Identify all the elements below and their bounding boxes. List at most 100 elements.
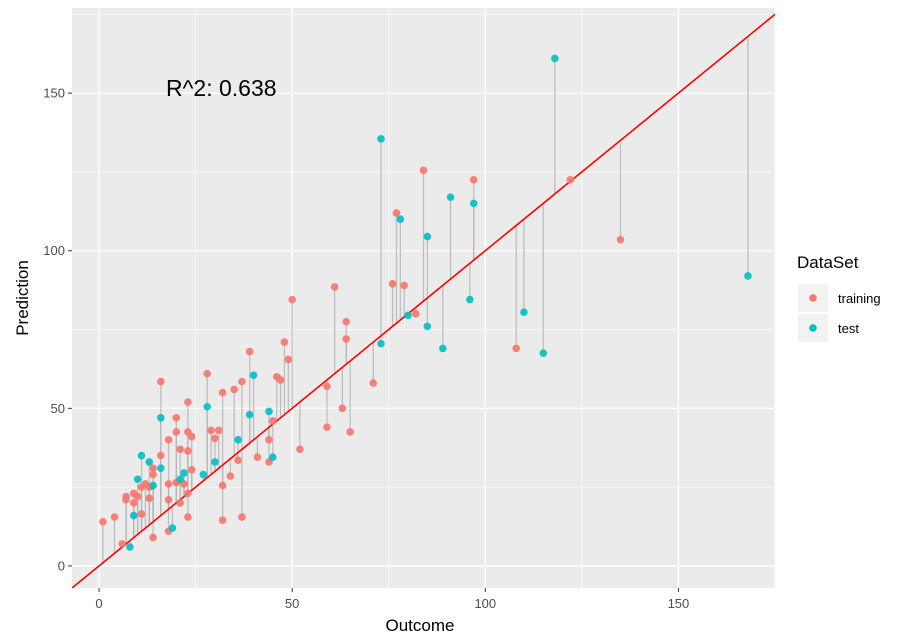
training-point	[211, 434, 219, 443]
test-point	[520, 308, 528, 316]
training-point	[184, 489, 192, 498]
training-point	[207, 426, 215, 435]
test-point	[466, 295, 474, 304]
test-point	[423, 232, 432, 241]
training-point	[323, 382, 331, 391]
legend-swatch-test	[809, 324, 817, 332]
y-axis: 0 50 100 150	[43, 86, 72, 573]
training-point	[184, 398, 192, 406]
training-point	[288, 295, 296, 304]
y-tick-label: 50	[51, 401, 65, 416]
training-point	[338, 404, 347, 413]
training-point	[110, 513, 119, 521]
training-point	[184, 447, 192, 455]
legend-label-training: training	[838, 291, 881, 306]
training-point	[276, 376, 285, 384]
training-point	[566, 175, 575, 184]
training-point	[176, 499, 184, 507]
test-point	[130, 511, 138, 520]
training-point	[284, 355, 293, 364]
training-point	[203, 369, 211, 378]
plot-panel	[72, 8, 776, 588]
training-point	[234, 456, 242, 465]
test-point	[203, 402, 211, 411]
training-point	[176, 445, 184, 454]
training-point	[187, 432, 196, 441]
training-point	[164, 495, 173, 504]
training-point	[238, 377, 246, 386]
training-point	[149, 464, 157, 473]
y-axis-title: Prediction	[13, 260, 32, 336]
test-point	[234, 436, 242, 444]
test-point	[265, 407, 273, 416]
y-tick-label: 0	[58, 558, 65, 573]
test-point	[199, 470, 208, 479]
training-point	[296, 445, 304, 454]
y-tick-label: 100	[43, 243, 65, 258]
training-point	[512, 344, 521, 353]
training-point	[164, 436, 173, 444]
training-point	[269, 417, 277, 425]
training-point	[245, 347, 254, 356]
y-tick-label: 150	[43, 86, 65, 101]
training-point	[226, 472, 235, 480]
training-point	[323, 423, 331, 432]
training-point	[218, 481, 227, 490]
training-point	[280, 338, 289, 346]
test-point	[157, 464, 165, 473]
training-point	[172, 428, 181, 436]
test-point	[245, 410, 254, 419]
training-point	[99, 518, 107, 526]
training-point	[238, 513, 246, 521]
test-point	[145, 458, 154, 466]
x-tick-label: 0	[95, 596, 102, 611]
training-point	[342, 317, 351, 326]
test-point	[469, 199, 478, 208]
training-point	[253, 453, 262, 461]
training-point	[122, 492, 130, 501]
x-tick-label: 150	[668, 596, 690, 611]
training-point	[369, 379, 378, 387]
x-tick-label: 50	[285, 596, 299, 611]
test-point	[377, 339, 385, 348]
training-point	[616, 235, 625, 244]
training-point	[172, 413, 181, 422]
training-point	[346, 428, 354, 436]
test-point	[423, 322, 432, 331]
test-point	[180, 469, 188, 477]
training-point	[265, 436, 273, 444]
test-point	[744, 272, 752, 280]
training-point	[164, 480, 173, 488]
training-point	[149, 470, 157, 479]
test-point	[269, 453, 277, 461]
training-point	[400, 281, 408, 290]
identity-line	[72, 13, 775, 588]
training-point	[137, 510, 146, 518]
test-point	[439, 344, 447, 353]
test-point	[446, 193, 455, 201]
training-point	[149, 533, 157, 542]
test-point	[211, 458, 219, 466]
test-point	[377, 135, 385, 143]
test-point	[249, 371, 258, 380]
training-point	[218, 388, 227, 397]
training-point	[419, 166, 428, 175]
test-point	[404, 311, 412, 320]
test-point	[551, 54, 559, 63]
test-point	[137, 451, 146, 460]
training-point	[230, 385, 239, 394]
training-point	[388, 280, 397, 288]
training-point	[218, 516, 227, 525]
test-point	[133, 475, 142, 484]
training-point	[411, 309, 420, 318]
test-point	[168, 524, 177, 532]
test-point	[539, 349, 548, 357]
r-squared-annotation: R^2: 0.638	[166, 75, 277, 101]
training-point	[392, 209, 401, 217]
training-point	[157, 377, 165, 386]
test-point	[149, 481, 157, 490]
x-axis-title: Outcome	[386, 616, 455, 635]
training-point	[214, 426, 223, 435]
test-point	[396, 215, 405, 223]
